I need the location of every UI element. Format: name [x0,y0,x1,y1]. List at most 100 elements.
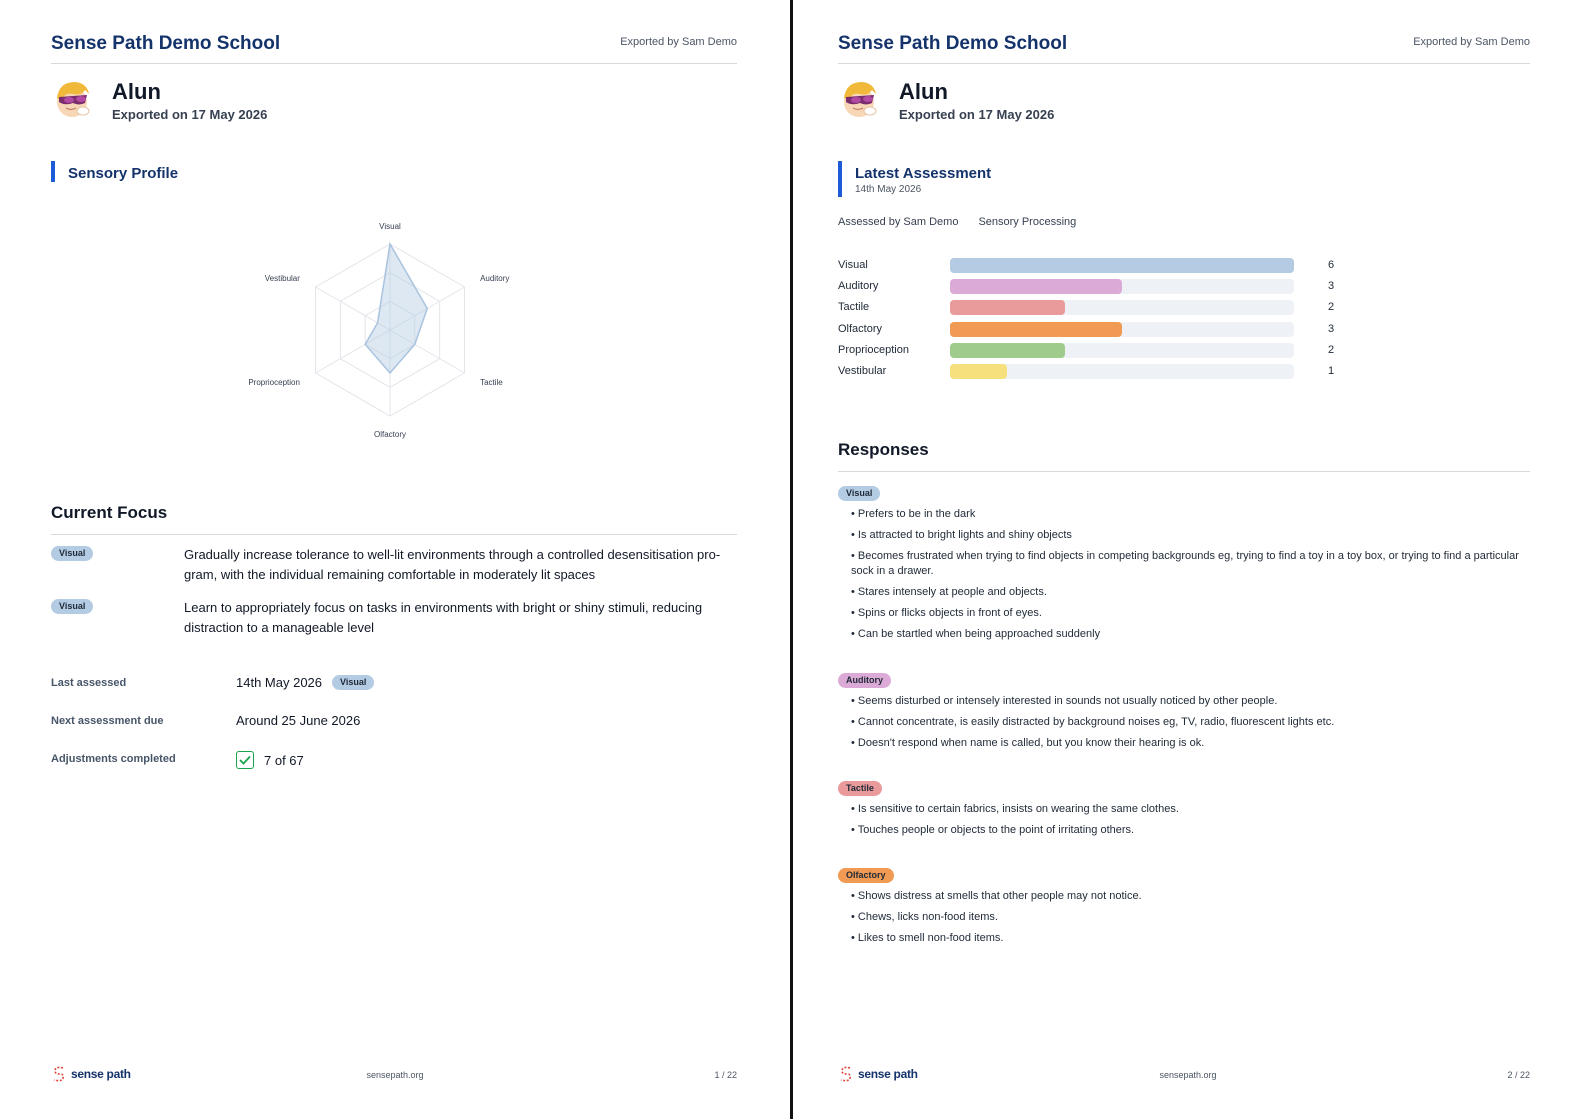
bar-fill [950,342,1065,358]
school-name: Sense Path Demo School [51,33,281,54]
bar-row: Tactile 2 [838,299,1538,320]
bar-fill [950,258,1294,273]
radar-axis-label: Vestibular [265,274,300,283]
radar-axis-label: Olfactory [374,430,406,439]
response-item: Stares intensely at people and objects. [851,585,1530,600]
radar-axis-label: Visual [379,222,401,231]
page-divider [790,0,793,1119]
student-avatar-icon [57,82,90,117]
footer-url: sensepath.org [1159,1070,1217,1080]
bar-track [950,279,1294,295]
bar-track [950,258,1294,273]
radar-axis-line [315,329,391,374]
bar-fill [950,300,1065,316]
sense-path-logo: sense path [51,1065,131,1083]
response-item: Likes to smell non-food items. [851,931,1530,946]
response-items: Seems disturbed or intensely interested … [838,694,1530,751]
checkbox-checked-icon [236,751,254,769]
response-item: Is sensitive to certain fabrics, insists… [851,802,1530,817]
response-items: Shows distress at smells that other peop… [838,889,1530,946]
bar-value: 3 [1328,322,1335,335]
response-item: Touches people or objects to the point o… [851,823,1530,838]
response-item: Becomes frustrated when trying to find o… [851,549,1530,579]
response-item: Chews, licks non-food items. [851,910,1530,925]
section-accent-bar [51,161,55,182]
current-focus-title: Current Focus [51,503,168,522]
bar-value: 6 [1328,259,1335,271]
page-number: 1 / 22 [714,1070,737,1080]
radar-axis-line [389,329,465,374]
bar-label: Visual [838,259,868,271]
response-tag: Olfactory [838,868,894,883]
report-page-1: Sense Path Demo School Exported by Sam D… [0,0,790,1119]
student-avatar-icon [844,82,877,117]
adjustments-count: 7 of 67 [264,752,304,768]
responses-divider [838,471,1530,472]
assessment-type: Sensory Processing [978,216,1077,228]
response-item: Prefers to be in the dark [851,507,1530,522]
school-name: Sense Path Demo School [838,33,1068,54]
radar-series [364,241,429,375]
response-item: Is attracted to bright lights and shiny … [851,528,1530,543]
bar-fill [950,321,1122,337]
bar-label: Olfactory [838,322,883,335]
focus-text: Learn to appropriately focus on tasks in… [184,600,703,635]
response-group: Visual Prefers to be in the dark Is attrac… [838,483,1530,648]
sense-path-logo: sense path [838,1065,918,1083]
response-item: Spins or flicks objects in front of eyes… [851,606,1530,621]
bar-row: Proprioception 2 [838,342,1538,363]
sense-path-logo-icon [840,1066,851,1082]
last-assessed-date: 14th May 2026 [236,675,323,690]
sensory-profile-title: Sensory Profile [68,165,179,182]
assessed-by: Assessed by Sam Demo [838,216,959,228]
export-date: Exported on 17 May 2026 [112,107,268,122]
export-date: Exported on 17 May 2026 [899,107,1055,122]
bar-value: 1 [1328,364,1335,377]
bar-label: Proprioception [838,343,909,356]
focus-tag: Visual [51,599,94,614]
latest-assessment-title: Latest Assessment [855,165,992,182]
response-group: Auditory Seems disturbed or intensely int… [838,670,1530,757]
bar-track [950,363,1294,379]
bar-value: 2 [1328,301,1335,314]
response-items: Prefers to be in the dark Is attracted to… [838,507,1530,642]
bar-label: Auditory [838,280,879,293]
bar-value: 2 [1328,343,1335,356]
sensory-radar-chart: Visual Auditory Tactile Olfactory Propriocep… [248,222,509,439]
response-item: Shows distress at smells that other peop… [851,889,1530,904]
response-item: Doesn't respond when name is called, but… [851,736,1530,751]
exported-by: Exported by Sam Demo [620,36,737,48]
last-assessed-value: 14th May 2026 Visual [236,675,375,690]
radar-axis-label: Tactile [480,378,503,387]
focus-tag: Visual [51,546,94,561]
bar-label: Tactile [838,301,870,314]
responses-title: Responses [838,440,929,459]
bar-row: Olfactory 3 [838,321,1538,342]
bar-value: 3 [1328,280,1335,293]
next-due-label: Next assessment due [51,715,164,727]
sense-path-logo-icon [53,1066,64,1082]
assessment-meta: Assessed by Sam Demo Sensory Processing [838,216,1076,228]
response-group: Olfactory Shows distress at smells that o… [838,865,1530,952]
response-tag: Tactile [838,781,882,796]
footer-url: sensepath.org [366,1070,424,1080]
adjustments-label: Adjustments completed [51,753,176,765]
report-page-2: Sense Path Demo School Exported by Sam D… [793,0,1583,1119]
last-assessed-label: Last assessed [51,677,127,689]
section-accent-bar [838,161,842,197]
bar-row: Vestibular 1 [838,363,1538,384]
page-number: 2 / 22 [1507,1070,1530,1080]
next-due-value: Around 25 June 2026 [236,713,361,728]
response-tag: Visual [838,486,881,501]
radar-axis-label: Proprioception [248,378,300,387]
bar-track [950,300,1294,316]
assessment-bar-chart: Visual 6 Auditory 3 Tactile 2 Olfactory 3 Propri… [838,257,1538,384]
current-focus-divider [51,534,737,535]
response-items: Is sensitive to certain fabrics, insists… [838,802,1530,838]
bar-row: Visual 6 [838,257,1538,278]
latest-assessment-date: 14th May 2026 [855,184,922,195]
response-item: Cannot concentrate, is easily distracted… [851,715,1530,730]
bar-fill [950,363,1008,379]
logo-text: sense path [71,1067,131,1081]
header-divider [51,63,737,64]
